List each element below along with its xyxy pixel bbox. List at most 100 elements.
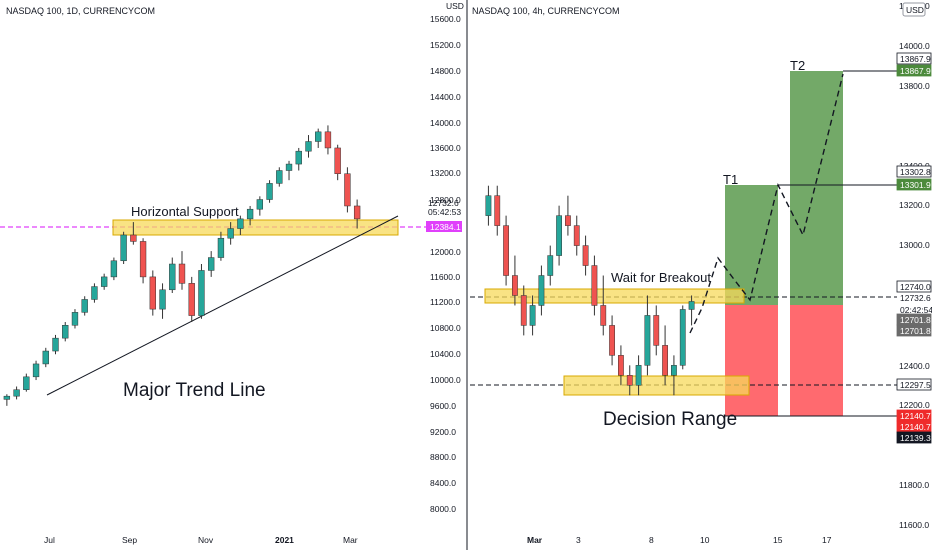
left-price-axis[interactable]: 15600.0 15200.0 14800.0 14400.0 14000.0 13600… — [430, 14, 461, 514]
candle-body — [334, 147, 341, 174]
right-x-tick: 8 — [649, 535, 654, 545]
left-y-tick: 10800.0 — [430, 323, 461, 333]
candle-body — [266, 183, 273, 200]
right-time-axis[interactable]: Mar 3 8 10 15 17 — [527, 535, 832, 545]
candle-body — [520, 295, 527, 326]
candle-body — [679, 309, 686, 366]
right-y-tick: 14000.0 — [899, 41, 930, 51]
candle-body — [547, 255, 554, 276]
current-tag: 12732.6 — [900, 293, 931, 303]
left-y-tick: 14000.0 — [430, 118, 461, 128]
left-x-tick: Nov — [198, 535, 214, 545]
candle-body — [62, 325, 69, 339]
right-y-tick: 13000.0 — [899, 240, 930, 250]
candle-body — [42, 350, 49, 365]
decision-range-label: Decision Range — [603, 409, 737, 430]
candle-body — [600, 305, 607, 326]
candle-body — [217, 237, 225, 258]
t1-label: T1 — [723, 172, 738, 187]
candle-body — [529, 305, 536, 326]
t2-lower-tag-bg — [896, 64, 932, 77]
candle-body — [120, 234, 127, 262]
candle-body — [100, 276, 108, 287]
candle-body — [485, 195, 492, 216]
t2-upper-tag: 13867.9 — [900, 54, 931, 64]
right-y-tick: 12200.0 — [899, 400, 930, 410]
t2-upper-tag-bg — [896, 52, 932, 65]
left-x-tick: 2021 — [275, 535, 294, 545]
left-y-tick: 10400.0 — [430, 349, 461, 359]
candle-body — [353, 205, 361, 220]
left-y-tick: 12800.0 — [430, 195, 461, 205]
candle-body — [688, 301, 695, 310]
left-y-tick: 13200.0 — [430, 168, 461, 178]
candle-body — [573, 225, 580, 246]
candle-body — [344, 173, 351, 207]
t1-profit-zone — [725, 185, 778, 305]
candle-body — [246, 208, 254, 220]
decision-tag: 12297.5 — [900, 380, 931, 390]
left-y-tick: 8400.0 — [430, 478, 456, 488]
candle-body — [198, 270, 205, 316]
t2-lower-tag: 13867.9 — [900, 66, 931, 76]
right-y-tick: 13800.0 — [899, 81, 930, 91]
candle-body — [662, 345, 668, 376]
horizontal-support-label: Horizontal Support — [131, 204, 239, 219]
candle-body — [565, 215, 571, 226]
right-x-tick: 10 — [700, 535, 710, 545]
left-support-zone — [112, 219, 399, 236]
stop-c-tag-bg — [896, 431, 932, 444]
left-countdown: 05:42:53 — [428, 207, 461, 217]
t2-label: T2 — [790, 58, 805, 73]
candle-body — [285, 163, 293, 171]
candle-body — [626, 375, 633, 386]
candle-body — [256, 199, 264, 210]
left-symbol-label: NASDAQ 100, 1D, CURRENCYCOM — [6, 6, 155, 16]
candle-body — [149, 276, 156, 310]
t1-upper-tag: 13302.8 — [900, 167, 931, 177]
left-time-axis[interactable]: Jul Sep Nov 2021 Mar — [44, 535, 358, 545]
left-y-tick: 11200.0 — [430, 297, 460, 307]
left-x-tick: Jul — [44, 535, 55, 545]
level-a-tag: 12701.8 — [900, 315, 931, 325]
t1-upper-tag-bg — [896, 165, 932, 178]
left-trend-line — [46, 215, 399, 396]
stop-a-tag: 12140.7 — [900, 411, 931, 421]
candle-body — [227, 228, 234, 239]
candle-body — [653, 315, 660, 346]
candle-body — [110, 260, 118, 278]
left-y-tick: 15200.0 — [430, 40, 461, 50]
candle-body — [237, 218, 244, 229]
entry-tag: 12740.0 — [900, 282, 931, 292]
left-y-tick: 8800.0 — [430, 452, 456, 462]
left-x-tick: Sep — [122, 535, 137, 545]
left-candles — [3, 125, 361, 406]
currency-button[interactable] — [902, 2, 926, 17]
stop-c-tag: 12139.3 — [900, 433, 931, 443]
right-y-tick: 11600.0 — [899, 520, 929, 530]
entry-tag-bg — [896, 280, 932, 293]
right-y-tick: 13200.0 — [899, 200, 930, 210]
candle-body — [130, 234, 137, 242]
candle-body — [188, 283, 195, 316]
right-chart-panel[interactable]: NASDAQ 100, 4h, CURRENCYCOM 14200.0 USD … — [470, 1, 932, 545]
candle-body — [305, 141, 312, 152]
candle-body — [295, 150, 302, 165]
t1-lower-tag: 13301.9 — [900, 180, 931, 190]
left-y-tick: 14400.0 — [430, 92, 461, 102]
left-support-tag: 12384.1 — [430, 222, 461, 232]
right-x-tick: 3 — [576, 535, 581, 545]
candle-body — [71, 312, 79, 326]
breakout-zone — [484, 288, 745, 304]
left-current-price: 12732.6 — [428, 198, 459, 208]
decision-tag-bg — [896, 378, 932, 391]
candle-body — [315, 131, 322, 142]
countdown-tag: 02:42:54 — [900, 305, 932, 315]
level-b-tag: 12701.8 — [900, 326, 931, 336]
candle-body — [3, 395, 11, 400]
candle-body — [139, 241, 147, 278]
left-y-tick: 11600.0 — [430, 272, 460, 282]
left-chart-panel[interactable]: NASDAQ 100, 1D, CURRENCYCOM USD 15600.01… — [0, 1, 464, 545]
candle-body — [538, 275, 545, 306]
